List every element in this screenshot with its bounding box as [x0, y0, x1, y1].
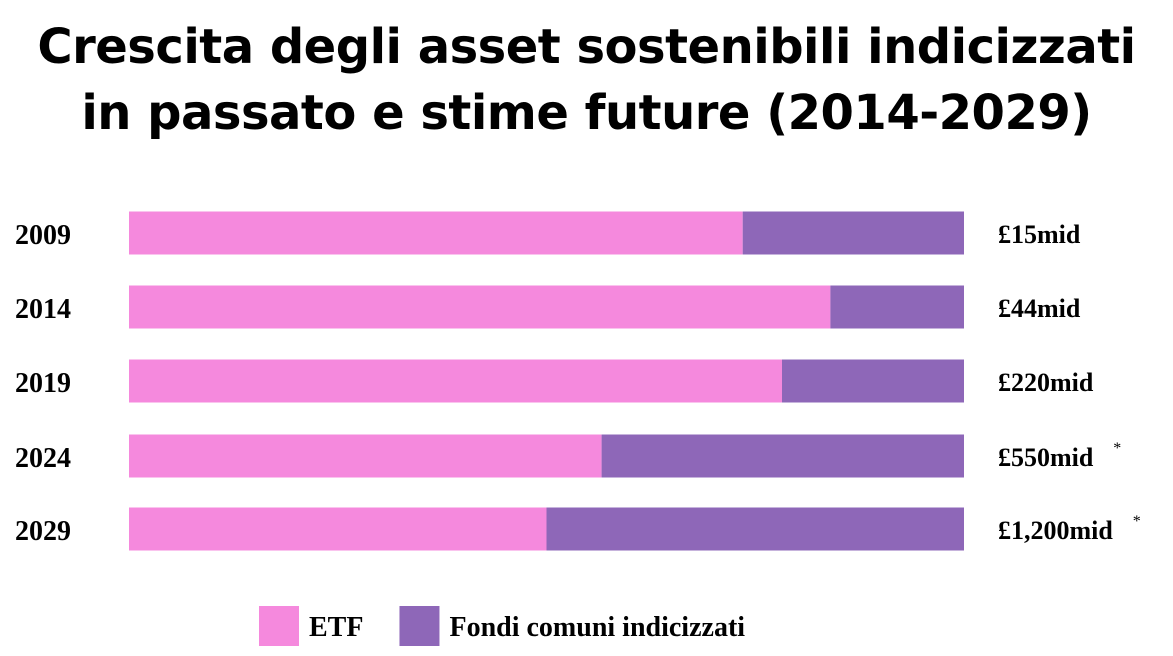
legend-swatch-etf	[259, 606, 299, 646]
legend-swatch-fondi	[399, 606, 440, 646]
bar-segment-fondi	[546, 507, 964, 551]
category-label: 2019	[15, 368, 71, 399]
total-label: £15mid	[998, 220, 1081, 249]
bar-segment-etf	[129, 507, 547, 551]
bar-segment-etf	[129, 434, 602, 478]
estimate-marker: *	[1133, 513, 1141, 530]
bar-segment-fondi	[601, 434, 964, 478]
category-label: 2029	[15, 516, 71, 547]
total-label: £1,200mid	[998, 516, 1113, 545]
bar-segment-etf	[129, 211, 743, 255]
bar-segment-etf	[129, 359, 782, 403]
bar-segment-fondi	[782, 359, 964, 403]
bar-segment-fondi	[742, 211, 964, 255]
total-label: £44mid	[998, 294, 1081, 323]
chart-title-line-1: Crescita degli asset sostenibili indiciz…	[37, 19, 1136, 75]
category-label: 2009	[15, 220, 71, 251]
legend-label-fondi: Fondi comuni indicizzati	[449, 612, 745, 643]
chart-title: Crescita degli asset sostenibili indiciz…	[0, 14, 1173, 146]
category-label: 2024	[15, 443, 71, 474]
total-label: £220mid	[998, 368, 1094, 397]
legend-label-etf: ETF	[309, 612, 363, 643]
estimate-marker: *	[1113, 440, 1121, 457]
total-label: £550mid	[998, 443, 1094, 472]
category-label: 2014	[15, 294, 71, 325]
chart-title-line-2: in passato e stime future (2014-2029)	[81, 85, 1092, 141]
bar-segment-etf	[129, 285, 831, 329]
bar-segment-fondi	[830, 285, 964, 329]
